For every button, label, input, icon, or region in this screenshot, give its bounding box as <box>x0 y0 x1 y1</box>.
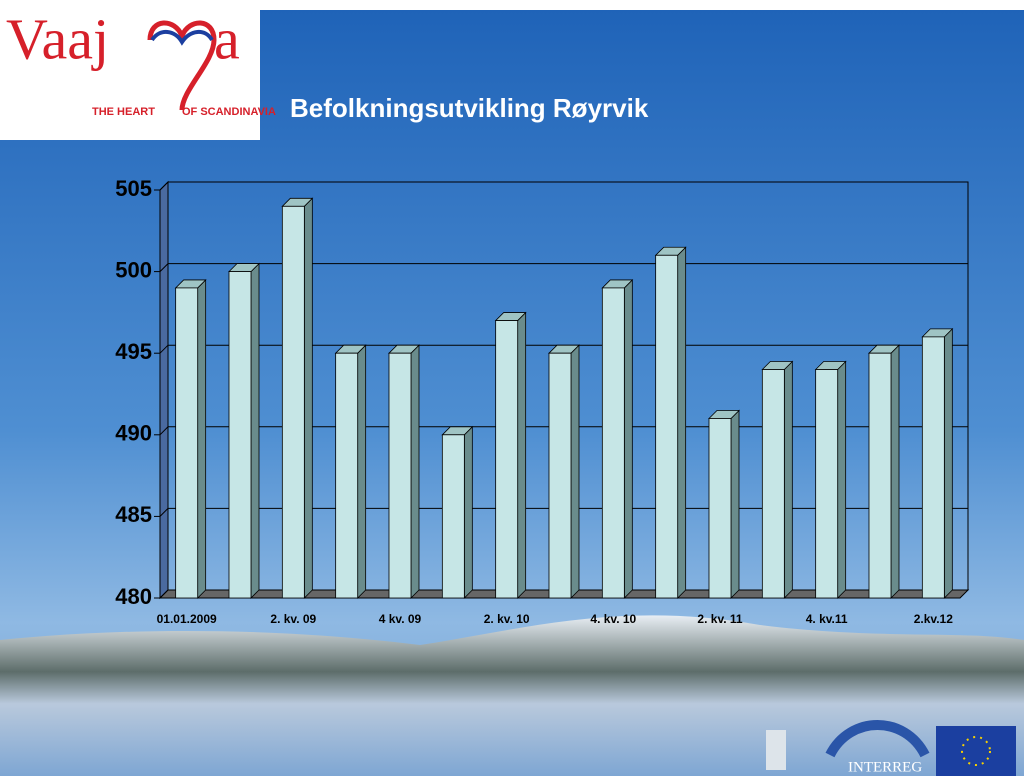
eu-stars <box>961 736 991 766</box>
bar <box>548 352 572 599</box>
y-tick-label: 490 <box>115 421 152 446</box>
landscape <box>0 615 1024 776</box>
y-tick-label: 485 <box>115 502 152 527</box>
x-tick-label: 2. kv. 09 <box>270 612 316 626</box>
bar <box>228 271 252 599</box>
bar-side <box>410 344 420 599</box>
grid-line <box>159 589 968 599</box>
chart: 480 485 490 495 500 505 01.01.2009 2. kv. 09 4 k… <box>115 176 970 626</box>
x-tick-label: 4. kv. 10 <box>590 612 636 626</box>
bar-side <box>943 327 953 599</box>
logo-icon <box>766 730 786 770</box>
grid-line <box>159 426 968 436</box>
bar-side <box>677 246 687 599</box>
chart-title: Befolkningsutvikling Røyrvik <box>290 93 649 123</box>
bar-side <box>250 262 260 599</box>
bar <box>495 320 519 599</box>
bar <box>708 418 732 599</box>
interreg-text: INTERREG <box>848 759 922 775</box>
bar <box>655 254 679 599</box>
bar <box>921 336 945 599</box>
logo-tagline: OF SCANDINAVIA <box>182 106 276 118</box>
logo-tagline: THE HEART <box>92 106 155 118</box>
bar-side <box>357 344 367 599</box>
bar-side <box>623 278 633 599</box>
bar-side <box>303 197 313 599</box>
x-tick-label: 01.01.2009 <box>157 612 217 626</box>
bar <box>175 287 199 599</box>
bar <box>761 369 785 599</box>
logo-stripe <box>150 30 214 46</box>
interreg-arc <box>825 720 930 758</box>
bar <box>281 205 305 599</box>
eu-flag <box>936 726 1016 776</box>
y-tick-label: 495 <box>115 339 152 364</box>
bar-side <box>730 409 740 599</box>
x-tick-label: 4 kv. 09 <box>379 612 422 626</box>
bar-side <box>463 425 473 599</box>
bar <box>868 352 892 599</box>
bar <box>601 287 625 599</box>
x-tick-label: 4. kv.11 <box>806 612 848 626</box>
y-axis-wall <box>159 180 169 600</box>
grid-line <box>159 181 968 191</box>
bar <box>335 352 359 599</box>
x-tick-label: 2.kv.12 <box>914 612 953 626</box>
y-tick-label: 500 <box>115 257 152 282</box>
grid-line <box>159 344 968 354</box>
bar-side <box>783 360 793 599</box>
bar-side <box>837 360 847 599</box>
logo-text: a <box>214 6 240 71</box>
bar <box>815 369 839 599</box>
bar-side <box>197 278 207 599</box>
logo-bg <box>0 10 260 140</box>
x-tick-label: 2. kv. 10 <box>484 612 530 626</box>
y-tick-label: 480 <box>115 584 152 609</box>
y-tick-label: 505 <box>115 176 152 201</box>
bar-side <box>570 344 580 599</box>
logo-text: Vaaj <box>6 6 109 71</box>
bar-side <box>517 311 527 599</box>
bar <box>388 352 412 599</box>
grid-line <box>159 507 968 517</box>
x-tick-label: 2. kv. 11 <box>697 612 742 626</box>
logo-heart <box>147 20 217 111</box>
bar-side <box>890 344 900 599</box>
grid-line <box>159 263 968 272</box>
bar <box>441 434 465 599</box>
